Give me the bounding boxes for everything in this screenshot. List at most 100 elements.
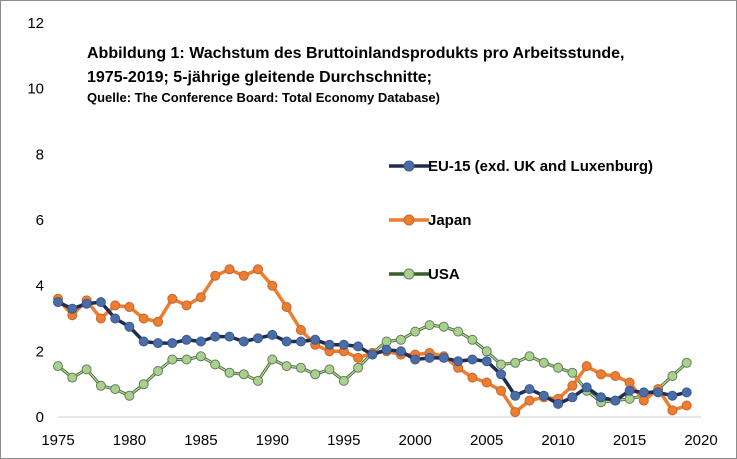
data-point <box>110 384 121 395</box>
y-tick-label: 12 <box>27 15 44 32</box>
data-point <box>381 344 392 355</box>
legend-label: EU-15 (exd. UK and Luxenburg) <box>428 158 653 175</box>
data-point <box>510 390 521 401</box>
data-point <box>81 364 92 375</box>
data-point <box>367 349 378 360</box>
data-point <box>538 390 549 401</box>
series-0 <box>53 297 692 409</box>
data-point <box>124 302 135 312</box>
data-point <box>624 377 635 388</box>
data-point <box>338 375 349 386</box>
data-point <box>95 313 106 324</box>
legend-item-1: Japan <box>389 212 471 229</box>
chart-title-block: Abbildung 1: Wachstum des Bruttoinlandsp… <box>87 45 625 105</box>
data-point <box>410 326 421 337</box>
data-point <box>653 387 664 398</box>
legend-marker <box>403 268 415 280</box>
data-point <box>553 362 564 373</box>
data-point <box>438 321 449 332</box>
data-point <box>610 371 621 381</box>
legend-label: USA <box>428 266 460 283</box>
data-point <box>353 362 364 373</box>
data-point <box>181 354 192 365</box>
data-point <box>295 325 306 335</box>
data-point <box>510 357 521 368</box>
legend-label: Japan <box>428 212 471 229</box>
data-point <box>281 336 292 347</box>
data-point <box>524 384 535 395</box>
legend-item-0: EU-15 (exd. UK and Luxenburg) <box>389 158 653 175</box>
x-tick-label: 2000 <box>399 432 432 449</box>
data-point <box>181 334 192 345</box>
data-point <box>238 336 249 347</box>
series-layer <box>53 264 692 418</box>
data-point <box>581 382 592 393</box>
data-point <box>238 270 249 281</box>
data-point <box>267 329 278 340</box>
data-point <box>510 407 521 418</box>
x-tick-label: 1995 <box>327 432 360 449</box>
data-point <box>253 264 263 275</box>
data-point <box>353 352 364 363</box>
data-point <box>281 361 292 372</box>
y-tick-label: 2 <box>36 343 44 360</box>
y-tick-label: 0 <box>36 409 44 426</box>
x-tick-label: 2010 <box>541 432 574 449</box>
chart-subtitle: Quelle: The Conference Board: Total Econ… <box>87 90 440 105</box>
data-point <box>395 334 406 345</box>
data-point <box>567 367 578 378</box>
data-point <box>567 392 578 403</box>
data-point <box>195 292 206 303</box>
data-point <box>496 385 506 396</box>
data-point <box>195 351 206 362</box>
data-point <box>467 354 478 365</box>
data-point <box>138 336 149 347</box>
data-point <box>624 385 635 396</box>
data-point <box>596 392 606 403</box>
data-point <box>195 336 206 347</box>
data-point <box>638 395 649 406</box>
data-point <box>395 346 406 357</box>
data-point <box>481 356 492 367</box>
data-point <box>453 356 464 367</box>
data-point <box>481 377 492 388</box>
data-point <box>310 369 321 380</box>
data-point <box>295 362 306 373</box>
data-point <box>453 326 464 337</box>
data-point <box>67 303 78 314</box>
data-point <box>238 369 249 380</box>
data-point <box>467 334 478 345</box>
data-point <box>167 354 178 365</box>
data-point <box>481 346 492 357</box>
data-point <box>496 359 506 370</box>
data-point <box>424 320 435 331</box>
data-point <box>596 369 606 380</box>
legend-marker <box>403 160 415 172</box>
series-2 <box>53 320 692 408</box>
x-tick-label: 1985 <box>184 432 217 449</box>
data-point <box>324 364 335 375</box>
data-point <box>110 313 121 324</box>
data-point <box>638 387 649 398</box>
data-point <box>224 367 235 378</box>
data-point <box>496 369 506 380</box>
data-point <box>81 298 92 309</box>
data-point <box>281 302 292 312</box>
x-tick-label: 2015 <box>613 432 646 449</box>
data-point <box>381 336 392 347</box>
data-point <box>295 336 306 347</box>
data-point <box>424 352 435 363</box>
data-point <box>253 375 263 386</box>
data-point <box>338 339 349 350</box>
data-point <box>95 380 106 391</box>
data-point <box>681 400 692 411</box>
data-point <box>110 300 121 311</box>
x-tick-label: 1980 <box>113 432 146 449</box>
data-point <box>138 313 149 324</box>
data-point <box>267 280 278 291</box>
data-point <box>153 316 163 327</box>
x-tick-label: 2020 <box>684 432 717 449</box>
chart-title-line-1: Abbildung 1: Wachstum des Bruttoinlandsp… <box>87 45 625 62</box>
data-point <box>410 354 421 365</box>
